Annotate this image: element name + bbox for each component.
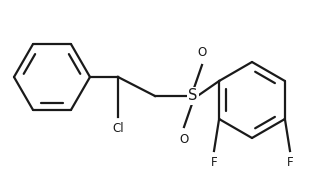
Text: Cl: Cl: [112, 122, 124, 135]
Text: F: F: [211, 156, 217, 169]
Text: F: F: [287, 156, 293, 169]
Text: O: O: [179, 133, 189, 146]
Text: S: S: [188, 89, 198, 104]
Text: O: O: [197, 46, 207, 59]
